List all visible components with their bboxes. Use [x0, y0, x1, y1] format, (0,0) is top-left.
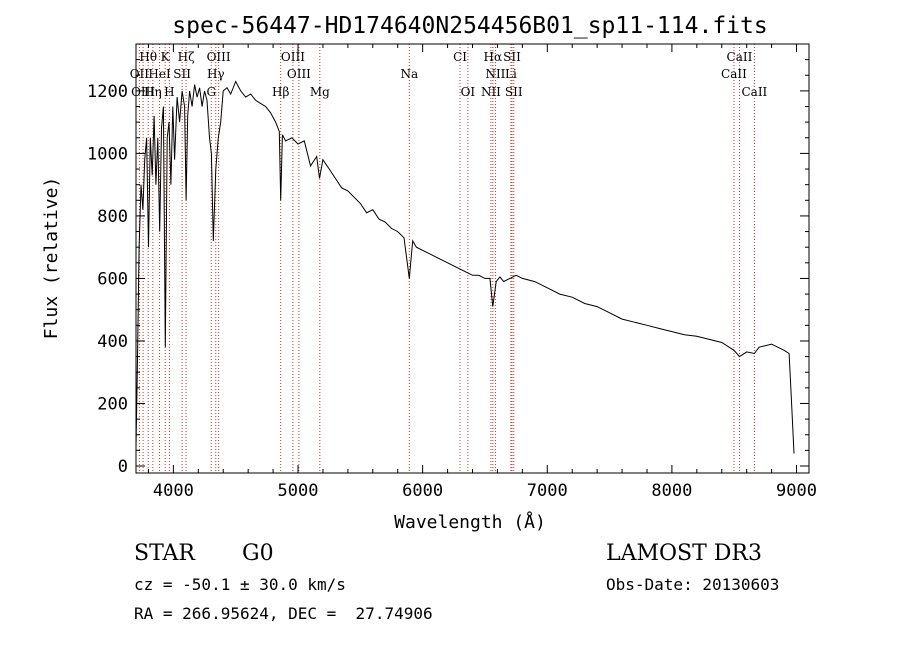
y-axis-label: Flux (relative) — [41, 177, 62, 340]
survey-name: LAMOST DR3 — [606, 541, 762, 566]
spectral-line-label: SII — [505, 85, 523, 99]
plot-frame — [135, 43, 810, 474]
flux-series-line — [135, 80, 795, 454]
spectral-line-label: SII — [173, 67, 191, 81]
y-tick-label: 600 — [97, 269, 128, 289]
redshift-cz: cz = -50.1 ± 30.0 km/s — [134, 575, 346, 594]
y-tick-label: 400 — [97, 332, 128, 352]
spectral-line-label: Hθ — [139, 50, 157, 64]
observation-date: Obs-Date: 20130603 — [606, 575, 779, 594]
spectral-line-label: Hβ — [272, 85, 289, 99]
coordinates: RA = 266.95624, DEC = 27.74906 — [134, 604, 433, 623]
y-tick-label: 1200 — [87, 82, 128, 102]
spectral-line-label: OIII — [207, 50, 231, 64]
spectral-line-label: NII — [481, 85, 501, 99]
object-class: STAR — [134, 541, 196, 566]
spectral-line-label: K — [161, 50, 171, 64]
chart-title: spec-56447-HD174640N254456B01_sp11-114.f… — [172, 13, 767, 39]
spectral-line-label: Hζ — [178, 50, 195, 64]
y-tick-label: 800 — [97, 207, 128, 227]
spectral-line-label: Na — [400, 67, 418, 81]
spectral-line-label: OIII — [287, 67, 311, 81]
spectral-line-label: OII — [130, 67, 150, 81]
x-axis-label: Wavelength (Å) — [394, 511, 546, 533]
axes: 4000 5000 6000 7000 8000 9000 0 200 400 600 800 100… — [87, 44, 817, 501]
spectral-line-label: SII — [503, 50, 521, 64]
spectral-lines — [138, 44, 755, 473]
object-subclass: G0 — [242, 541, 274, 566]
spectral-line-label: OIII — [131, 85, 155, 99]
x-tick-label: 6000 — [402, 481, 443, 501]
x-tick-label: 5000 — [278, 481, 319, 501]
x-tick-label: 9000 — [776, 481, 817, 501]
spectral-line-label: CaII — [741, 85, 767, 99]
spectral-line-label: OIII — [281, 50, 305, 64]
spectral-line-label: OI — [461, 85, 476, 99]
y-tick-label: 0 — [118, 457, 128, 477]
spectral-line-label: G — [206, 85, 216, 99]
spectral-line-label: Hγ — [207, 67, 225, 81]
spectral-line-label: Mg — [310, 85, 330, 99]
y-tick-label: 200 — [97, 394, 128, 414]
spectral-line-label: CI — [453, 50, 467, 64]
spectral-line-label: CaII — [721, 67, 747, 81]
y-tick-label: 1000 — [87, 144, 128, 164]
spectral-line-label: H — [164, 85, 174, 99]
spectral-line-label: Hα — [484, 50, 503, 64]
x-tick-label: 8000 — [651, 481, 692, 501]
spectral-line-label: CaII — [727, 50, 753, 64]
spectral-line-label: Li — [505, 67, 517, 81]
spectral-line-label: Hη — [144, 85, 162, 99]
spectral-line-label: NII — [485, 67, 505, 81]
x-tick-label: 7000 — [527, 481, 568, 501]
x-tick-label: 4000 — [153, 481, 194, 501]
spectral-line-label: HeI — [148, 67, 171, 81]
